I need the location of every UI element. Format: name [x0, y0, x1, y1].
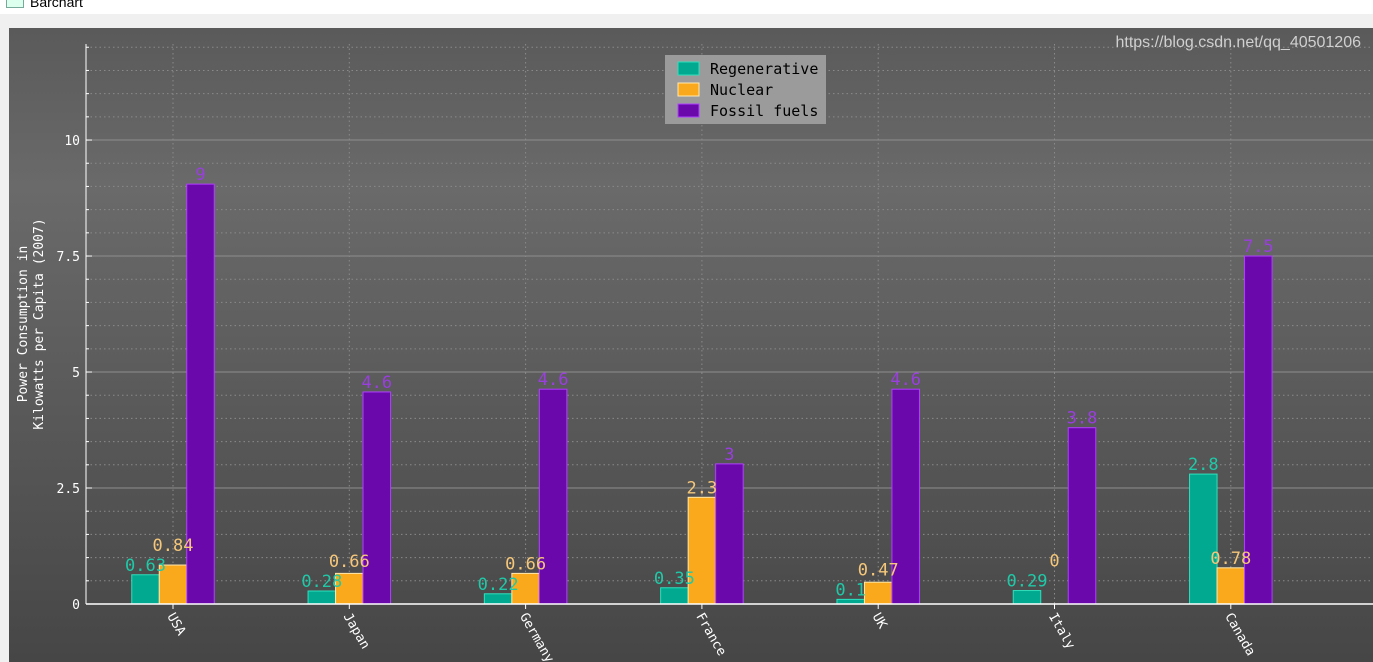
data-label: 7.5	[1243, 237, 1274, 257]
bar-regenerative	[660, 587, 689, 605]
data-label: 4.6	[361, 373, 392, 393]
bar-fossil-fuels	[1244, 255, 1273, 605]
legend-label: Fossil fuels	[710, 102, 818, 120]
legend-swatch	[677, 61, 700, 76]
y-tick-label: 7.5	[57, 250, 80, 265]
data-label: 0	[1049, 552, 1059, 572]
legend-label: Nuclear	[710, 81, 773, 99]
app-icon	[6, 0, 24, 8]
legend-swatch	[677, 103, 700, 118]
bar-nuclear	[1216, 567, 1246, 605]
bar-regenerative	[483, 593, 513, 605]
data-label: 0.63	[125, 556, 166, 576]
bar-regenerative	[307, 590, 337, 605]
bar-nuclear	[687, 496, 717, 605]
data-label: 0.22	[478, 575, 519, 595]
x-tick-label: UK	[869, 611, 890, 632]
y-tick-label: 10	[64, 134, 80, 149]
bar-nuclear	[511, 572, 540, 605]
watermark: https://blog.csdn.net/qq_40501206	[1115, 34, 1361, 51]
legend: Regenerative Nuclear Fossil fuels	[665, 55, 826, 124]
data-label: 0.28	[301, 572, 342, 592]
data-label: 0.66	[505, 554, 546, 574]
data-label: 0.47	[858, 560, 899, 580]
data-label: 0.29	[1007, 572, 1048, 592]
bar-regenerative	[1189, 473, 1218, 605]
data-label: 0.35	[654, 569, 695, 589]
data-label: 2.3	[687, 478, 718, 498]
window-titlebar: Barchart	[0, 0, 1373, 14]
y-tick-label: 2.5	[57, 482, 80, 497]
data-label: 2.8	[1188, 455, 1219, 475]
window-title: Barchart	[30, 0, 83, 10]
bar-fossil-fuels	[538, 388, 568, 605]
y-tick-label: 5	[72, 366, 80, 381]
bar-regenerative	[131, 574, 160, 605]
data-label: 0.84	[153, 536, 194, 556]
y-tick-label: 0	[72, 598, 80, 613]
data-label: 0.1	[835, 580, 866, 600]
data-label: 3.8	[1067, 409, 1098, 429]
bar-fossil-fuels	[362, 391, 392, 605]
data-label: 4.6	[538, 370, 569, 390]
data-label: 4.6	[890, 370, 921, 390]
bar-regenerative	[1012, 590, 1042, 605]
bar-fossil-fuels	[186, 183, 215, 605]
bar-fossil-fuels	[1067, 427, 1097, 605]
bar-fossil-fuels	[891, 388, 920, 605]
data-label: 3	[724, 445, 734, 465]
data-label: 9	[195, 165, 205, 185]
y-axis-title-line-1: Power Consumption in	[16, 246, 31, 403]
bar-nuclear	[863, 581, 893, 605]
legend-swatch	[677, 82, 700, 97]
data-label: 0.78	[1210, 549, 1251, 569]
data-label: 0.66	[329, 552, 370, 572]
legend-label: Regenerative	[710, 60, 818, 78]
bar-fossil-fuels	[715, 463, 744, 605]
y-axis-title-line-2: Kilowatts per Capita (2007)	[32, 218, 47, 429]
